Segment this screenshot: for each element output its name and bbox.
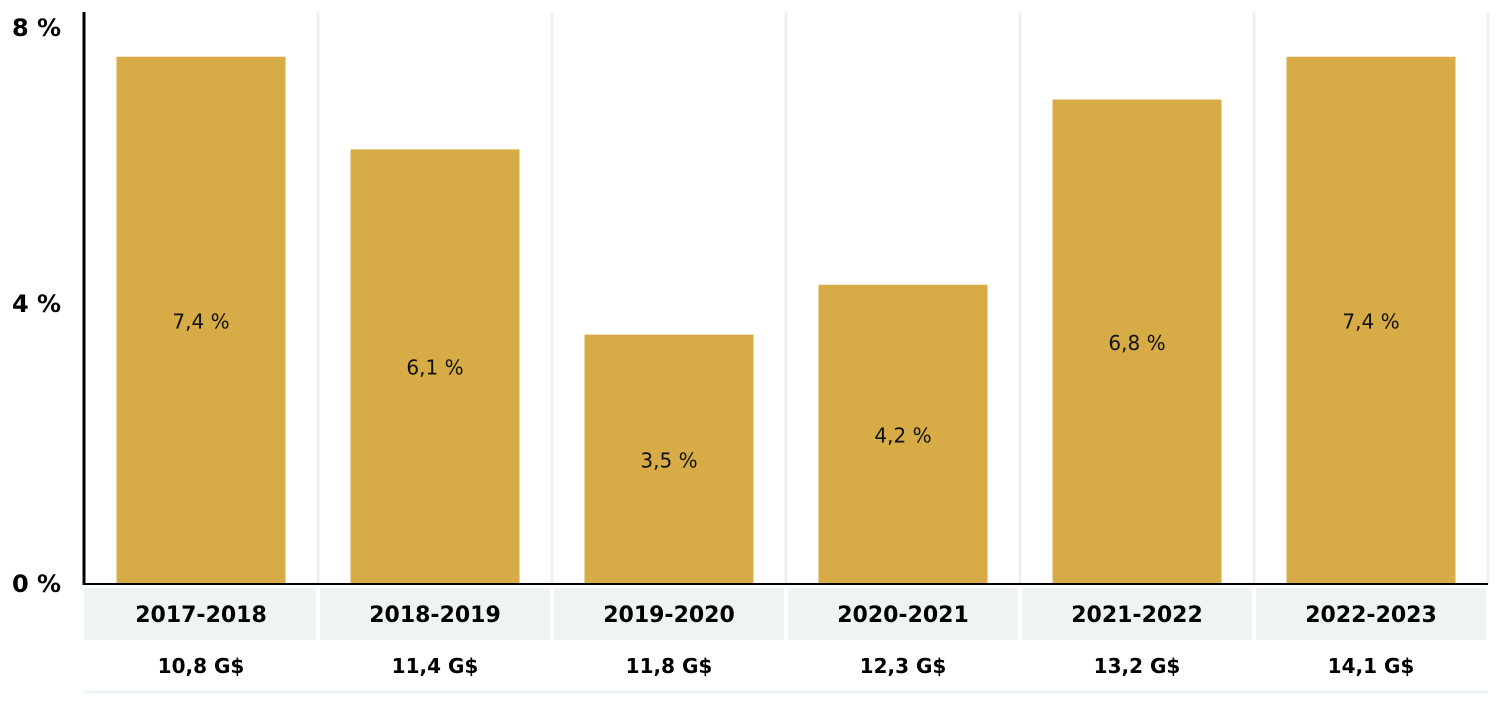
bar-data-label: 7,4 % xyxy=(1342,309,1399,333)
bar xyxy=(584,334,754,584)
category-band xyxy=(554,588,784,640)
amount-label: 10,8 G$ xyxy=(158,654,245,678)
amount-label: 11,4 G$ xyxy=(392,654,479,678)
bar-data-label: 4,2 % xyxy=(874,423,931,447)
bar xyxy=(1052,99,1222,584)
bar xyxy=(818,284,988,584)
bar-data-label: 3,5 % xyxy=(640,448,697,472)
category-label: 2018-2019 xyxy=(369,603,501,628)
category-band xyxy=(320,588,550,640)
y-tick-label: 4 % xyxy=(12,290,61,318)
amount-label: 14,1 G$ xyxy=(1328,654,1415,678)
y-tick-label: 0 % xyxy=(12,570,61,598)
category-label: 2019-2020 xyxy=(603,603,735,628)
bar xyxy=(350,149,520,584)
category-band xyxy=(788,588,1018,640)
bar-data-label: 6,1 % xyxy=(406,356,463,380)
bar xyxy=(116,56,286,584)
amount-label: 13,2 G$ xyxy=(1094,654,1181,678)
y-tick-label: 8 % xyxy=(12,14,61,42)
category-band xyxy=(1256,588,1486,640)
category-label: 2022-2023 xyxy=(1305,603,1437,628)
amount-label: 12,3 G$ xyxy=(860,654,947,678)
bar xyxy=(1286,56,1456,584)
category-band xyxy=(1022,588,1252,640)
amount-label: 11,8 G$ xyxy=(626,654,713,678)
category-band xyxy=(84,588,316,640)
category-label: 2020-2021 xyxy=(837,603,969,628)
bar-data-label: 6,8 % xyxy=(1108,331,1165,355)
bar-data-label: 7,4 % xyxy=(172,309,229,333)
category-label: 2021-2022 xyxy=(1071,603,1203,628)
category-label: 2017-2018 xyxy=(135,603,267,628)
